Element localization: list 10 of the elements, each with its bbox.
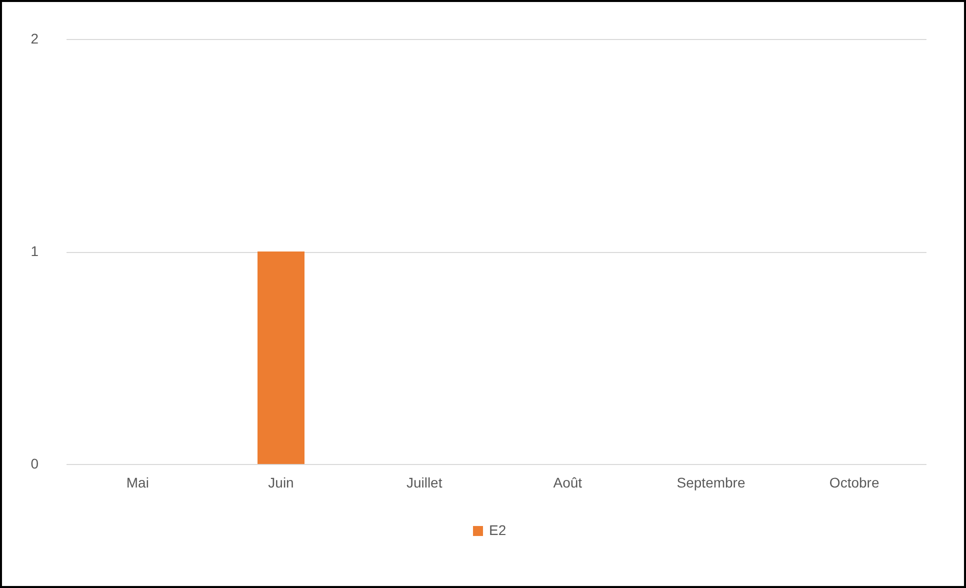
y-tick-label: 2 bbox=[30, 30, 39, 46]
legend-label: E2 bbox=[489, 522, 506, 538]
y-tick-label: 0 bbox=[30, 456, 39, 472]
x-tick-label: Août bbox=[553, 474, 582, 490]
x-tick-label: Octobre bbox=[829, 474, 880, 490]
x-tick-label: Juin bbox=[268, 474, 294, 490]
x-tick-label: Juillet bbox=[406, 474, 442, 490]
x-tick-label: Septembre bbox=[676, 474, 746, 490]
y-tick-label: 1 bbox=[30, 243, 39, 259]
x-tick-label: Mai bbox=[126, 474, 149, 490]
